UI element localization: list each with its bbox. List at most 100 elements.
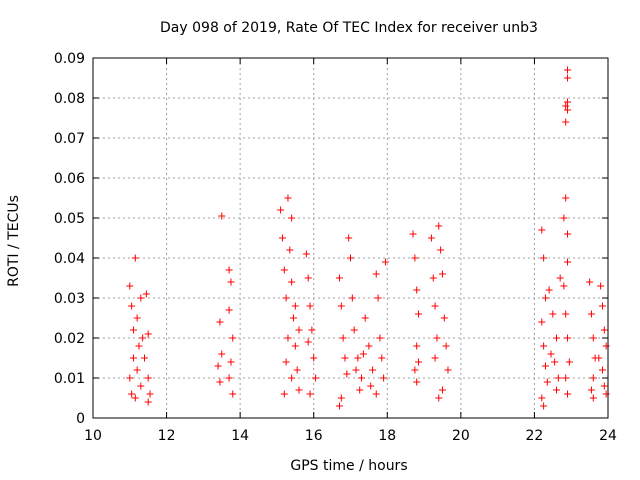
x-tick-label: 12 [158, 428, 176, 444]
data-point [598, 302, 606, 310]
data-point [144, 330, 152, 338]
axis-ticks: 10 12 14 16 18 20 22 24 0 0.01 0.02 0.03 0.04 0.05 0.0… [54, 51, 617, 444]
data-point [429, 274, 437, 282]
data-point [347, 254, 354, 262]
data-point [277, 206, 285, 214]
data-point [413, 342, 421, 350]
data-point [589, 394, 597, 402]
data-point [540, 254, 548, 262]
data-point [141, 354, 148, 362]
y-tick-label: 0.09 [54, 51, 85, 67]
data-point [135, 342, 143, 350]
data-point [128, 302, 136, 310]
data-point [308, 326, 316, 334]
data-point [335, 402, 343, 410]
data-point [437, 246, 445, 254]
data-point [372, 270, 380, 278]
y-tick-label: 0.02 [54, 331, 85, 347]
data-point [225, 306, 233, 314]
data-point [380, 374, 388, 382]
data-point [440, 314, 448, 322]
data-point [409, 230, 417, 238]
data-point [560, 282, 568, 290]
y-tick-label: 0.04 [54, 251, 85, 267]
data-point [280, 266, 288, 274]
data-point [553, 386, 560, 394]
data-point [413, 378, 421, 386]
data-point [137, 294, 145, 302]
data-point [562, 194, 570, 202]
data-point [129, 354, 137, 362]
y-axis-label: ROTI / TECUs [6, 195, 22, 287]
data-point [587, 310, 595, 318]
data-point [345, 234, 353, 242]
data-point [415, 310, 423, 318]
data-point [293, 366, 301, 374]
data-point [365, 342, 373, 350]
data-point [126, 374, 134, 382]
x-tick-label: 20 [452, 428, 470, 444]
y-tick-label: 0.08 [54, 91, 85, 107]
data-point [562, 310, 570, 318]
data-point [541, 294, 549, 302]
data-point [589, 334, 597, 342]
data-point [291, 342, 299, 350]
data-point [142, 290, 150, 298]
x-tick-label: 18 [378, 428, 396, 444]
data-point [354, 354, 362, 362]
data-point [376, 334, 384, 342]
data-point [560, 214, 568, 222]
y-tick-label: 0.01 [54, 371, 85, 387]
data-point [278, 234, 286, 242]
data-point [372, 390, 380, 398]
data-point [589, 374, 597, 382]
data-point [374, 294, 382, 302]
data-point [133, 366, 141, 374]
data-point [352, 366, 360, 374]
data-point [564, 258, 572, 266]
data-point [356, 386, 364, 394]
data-point [343, 370, 351, 378]
data-point [144, 374, 152, 382]
data-point [358, 374, 366, 382]
data-point [144, 398, 152, 406]
data-point [284, 194, 292, 202]
data-point [225, 374, 233, 382]
data-point [538, 226, 546, 234]
data-point [295, 326, 303, 334]
data-point [306, 390, 314, 398]
data-point [131, 394, 139, 402]
x-tick-label: 22 [526, 428, 544, 444]
data-point [282, 294, 290, 302]
data-point [310, 354, 318, 362]
data-point [564, 66, 572, 74]
data-point [564, 74, 572, 82]
data-point [289, 314, 297, 322]
data-point [444, 366, 452, 374]
data-point [435, 394, 443, 402]
data-point [545, 286, 553, 294]
data-point [280, 390, 288, 398]
chart-title: Day 098 of 2019, Rate Of TEC Index for r… [160, 20, 538, 36]
data-point [312, 374, 320, 382]
data-point [216, 378, 224, 386]
data-point [538, 394, 546, 402]
data-point [361, 314, 369, 322]
data-point [597, 282, 605, 290]
data-point [302, 250, 310, 258]
data-point [295, 386, 303, 394]
data-point [337, 302, 345, 310]
data-point [335, 274, 343, 282]
data-point [565, 358, 573, 366]
data-point [337, 394, 345, 402]
data-point [600, 382, 608, 390]
y-tick-label: 0.07 [54, 131, 85, 147]
data-point [286, 246, 294, 254]
data-point [216, 318, 224, 326]
data-point [131, 254, 139, 262]
data-point [564, 230, 572, 238]
data-point [554, 374, 562, 382]
data-point [137, 382, 145, 390]
data-point [381, 258, 389, 266]
